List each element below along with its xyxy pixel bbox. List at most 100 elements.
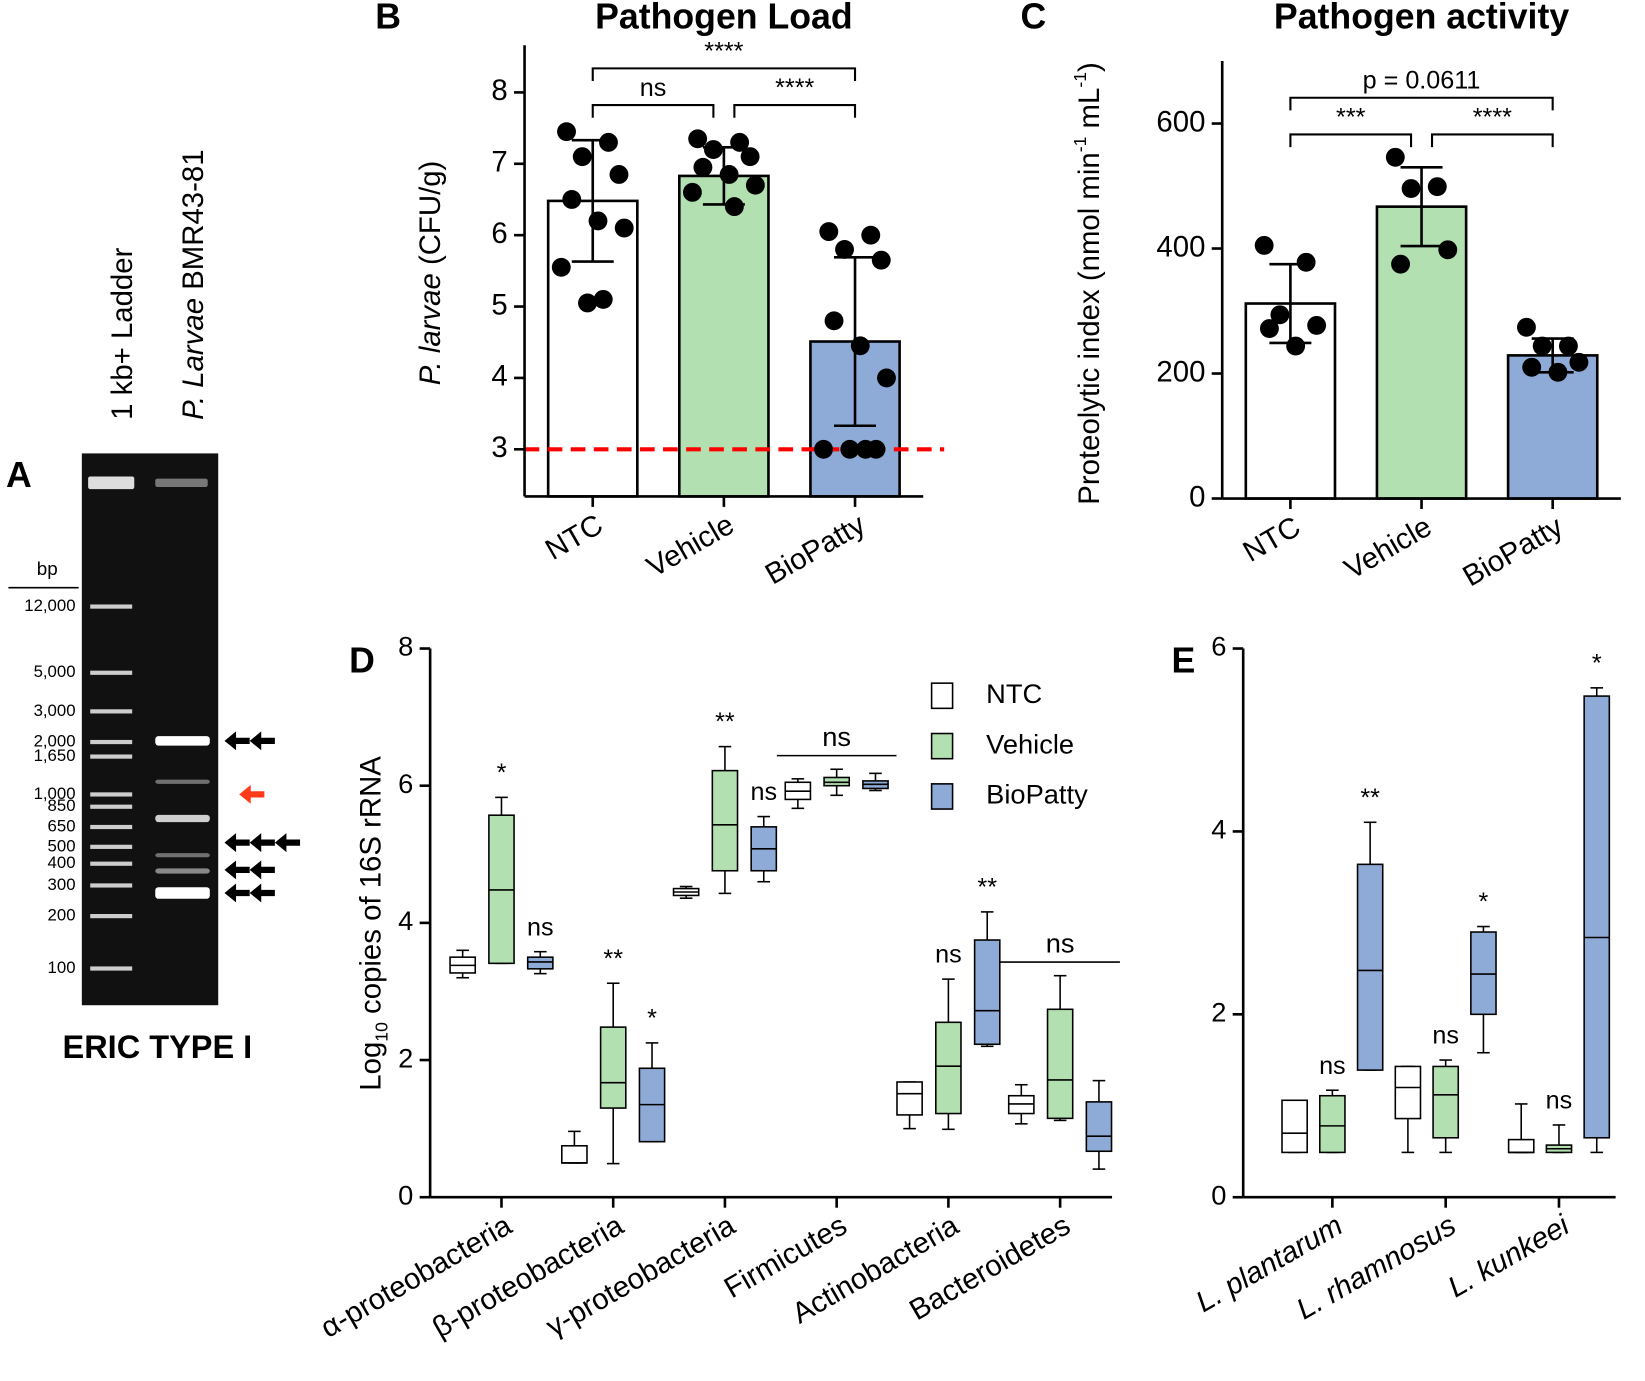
ladder-band: [90, 824, 133, 830]
panel-letter: B: [375, 0, 401, 36]
ladder-band: [90, 844, 133, 849]
significance-label: ns: [640, 74, 667, 102]
y-tick-label: 7: [491, 146, 507, 179]
x-tick-label: γ-proteobacteria: [540, 1208, 741, 1343]
box: [935, 1021, 962, 1115]
y-tick-label: 200: [1156, 355, 1205, 388]
legend-swatch: [930, 732, 954, 760]
y-tick-label: 8: [398, 631, 413, 662]
sample-band: [155, 868, 210, 874]
box: [1046, 1008, 1074, 1120]
error-bar: [834, 255, 877, 428]
well: [88, 476, 135, 490]
data-point: [724, 197, 744, 217]
box: [896, 1081, 923, 1116]
label-part: Log: [354, 1042, 387, 1091]
y-tick-label: 5,000: [34, 662, 76, 681]
box: [1432, 1065, 1460, 1139]
significance-bracket: [1289, 96, 1554, 111]
box: [1085, 1101, 1113, 1153]
data-point: [1385, 147, 1405, 167]
legend-label: NTC: [986, 678, 1042, 709]
label-part: 10: [371, 1022, 391, 1042]
data-point: [1270, 305, 1290, 325]
data-point: [740, 147, 760, 167]
significance-label: ****: [775, 74, 814, 102]
y-tick-label: 12,000: [24, 596, 75, 615]
error-bar: [1531, 337, 1574, 374]
error-bar: [1269, 262, 1312, 345]
lane-label: P. Larvae BMR43-81: [177, 149, 210, 419]
x-tick-label: NTC: [1237, 510, 1306, 569]
significance-label: ns: [1046, 927, 1075, 958]
significance-bracket: [591, 67, 857, 81]
data-point: [850, 336, 870, 356]
significance-bracket: [733, 104, 857, 118]
lane-label: 1 kb+ Ladder: [106, 247, 139, 419]
arrow: [274, 833, 301, 853]
significance-bracket: [1289, 133, 1413, 148]
arrow: [224, 883, 250, 903]
label-part: BMR43-81: [177, 149, 210, 298]
data-point: [1438, 240, 1458, 260]
y-tick-label: 300: [48, 875, 76, 894]
data-point: [1522, 357, 1542, 377]
data-point: [871, 250, 891, 270]
data-point: [562, 190, 582, 209]
panel-letter: E: [1171, 641, 1195, 681]
label-part: copies of 16S rRNA: [354, 756, 387, 1022]
y-tick-label: 600: [1156, 105, 1205, 138]
ladder-band: [90, 966, 133, 971]
y-tick-label: 5: [491, 288, 507, 321]
significance-label: ns: [1546, 1087, 1573, 1115]
box: [1318, 1094, 1346, 1154]
sample-band: [155, 814, 210, 823]
data-point: [557, 122, 576, 142]
significance-label: *: [1592, 649, 1602, 677]
significance-label: ns: [750, 778, 777, 806]
significance-label: ****: [1473, 103, 1512, 131]
data-point: [840, 439, 860, 459]
significance-label: **: [715, 708, 735, 736]
sample-band: [155, 887, 210, 899]
y-tick-label: 0: [1211, 1179, 1226, 1210]
x-tick-label: L. kunkeei: [1442, 1208, 1576, 1304]
y-tick-label: 2: [398, 1042, 413, 1073]
gel-image: [81, 453, 219, 1006]
significance-bracket: [1430, 133, 1554, 148]
data-point: [609, 165, 629, 184]
significance-label: ns: [527, 913, 554, 941]
data-point: [1569, 352, 1589, 372]
label-part: Proteolytic index (nmol min: [1073, 152, 1106, 504]
legend-label: Vehicle: [986, 728, 1074, 759]
arrow: [249, 731, 275, 751]
arrow: [224, 833, 250, 853]
data-point: [819, 222, 839, 242]
legend-label: BioPatty: [986, 779, 1088, 810]
significance-label: ns: [822, 721, 851, 752]
data-point: [572, 147, 592, 167]
arrow: [249, 883, 275, 903]
y-tick-label: 100: [48, 958, 76, 977]
data-point: [745, 175, 765, 195]
data-point: [866, 439, 886, 459]
data-point: [1259, 319, 1279, 338]
data-point: [614, 218, 634, 238]
ladder-band: [90, 670, 133, 675]
ladder-band: [90, 754, 133, 759]
box: [526, 956, 554, 970]
box: [1470, 931, 1497, 1016]
label-part: P. Larvae: [177, 298, 210, 420]
data-point: [693, 157, 713, 177]
significance-label: **: [977, 873, 997, 901]
ladder-band: [90, 739, 133, 745]
y-tick-label: 400: [48, 853, 76, 872]
data-point: [1254, 235, 1274, 255]
significance-label: *: [1479, 888, 1489, 916]
x-tick-label: α-proteobacteria: [315, 1208, 518, 1344]
chart-title: Pathogen activity: [1274, 0, 1569, 36]
data-point: [1427, 177, 1447, 197]
panel-letter: A: [6, 455, 32, 495]
